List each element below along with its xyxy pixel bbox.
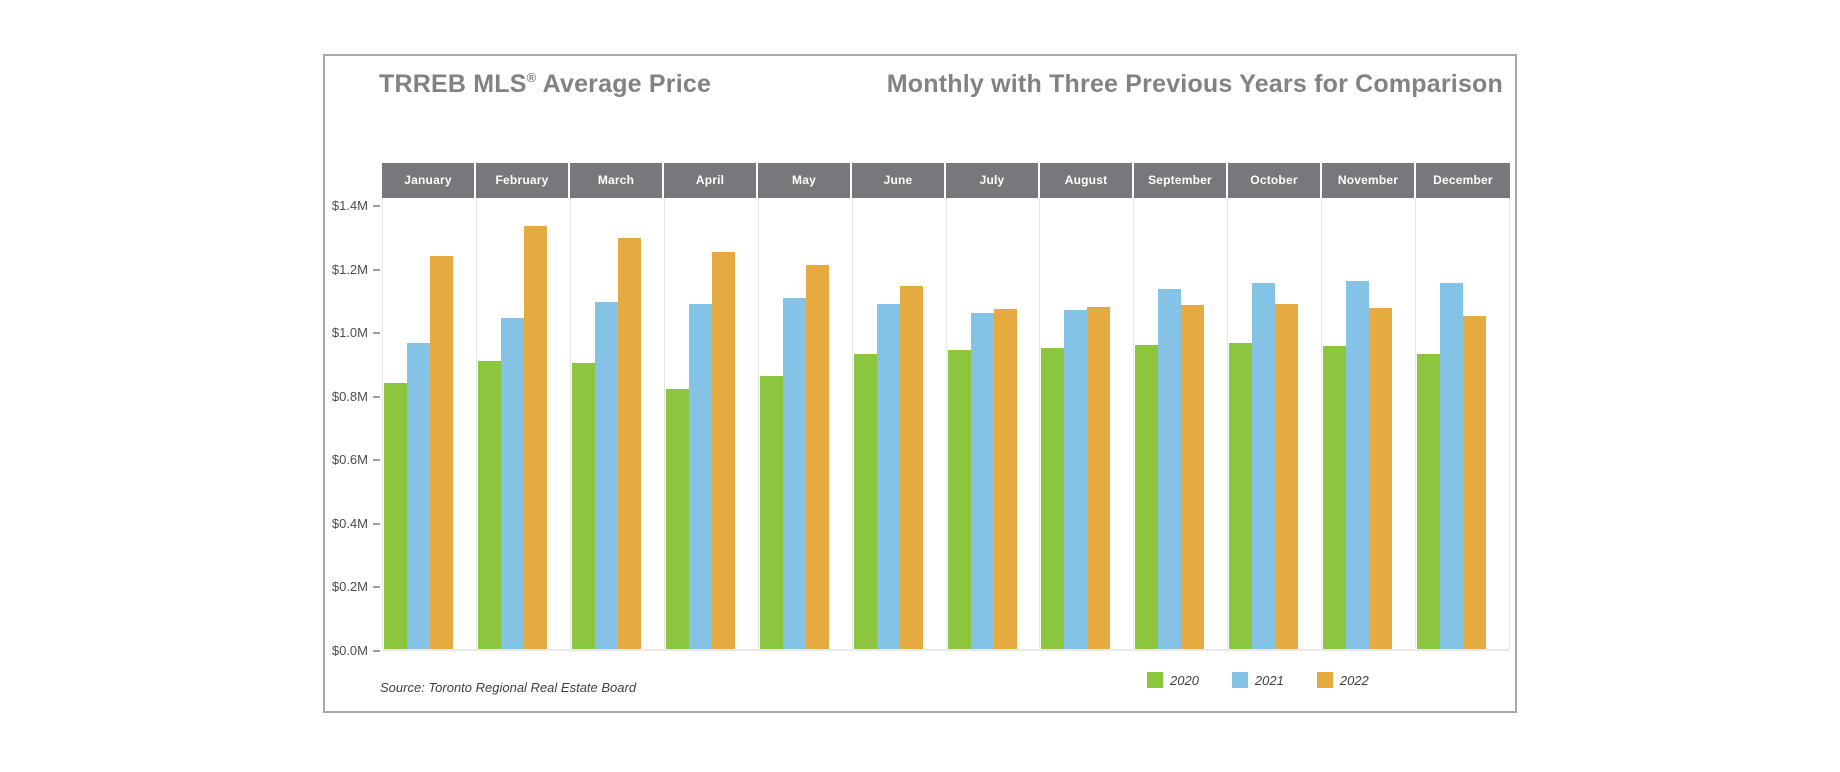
month-header-october: October [1228, 163, 1322, 198]
bar-2022-april [711, 252, 735, 649]
bar-2020-june [853, 354, 877, 649]
y-tick-mark [373, 395, 380, 398]
y-tick-mark [373, 204, 380, 207]
bar-group-august [1040, 198, 1135, 649]
bar-2022-october [1275, 304, 1299, 649]
bar-group-march [570, 198, 665, 649]
month-header-may: May [758, 163, 852, 198]
bar-group-september [1134, 198, 1229, 649]
bar-2021-october [1252, 283, 1276, 649]
y-tick-mark [373, 459, 380, 462]
y-tick-mark [373, 332, 380, 335]
bar-2022-may [805, 265, 829, 649]
month-header-september: September [1134, 163, 1228, 198]
bar-2022-march [617, 237, 641, 649]
legend-swatch-2021 [1231, 672, 1248, 688]
chart-title: TRREB MLS® Average Price [379, 70, 711, 99]
bar-2020-february [477, 361, 501, 649]
chart-card: TRREB MLS® Average Price Monthly with Th… [323, 54, 1517, 713]
bar-2020-november [1323, 346, 1347, 649]
bar-2021-june [876, 304, 900, 649]
bar-group-february [476, 198, 571, 649]
bar-2022-july [993, 308, 1017, 649]
month-header-january: January [382, 163, 476, 198]
bar-2021-march [594, 301, 618, 649]
bar-2022-september [1181, 304, 1205, 649]
legend-label-2021: 2021 [1254, 672, 1284, 688]
bar-2020-april [665, 389, 689, 649]
y-tick-label-0.2: $0.2M [331, 579, 368, 595]
bar-2020-january [384, 383, 407, 649]
bar-2021-january [407, 342, 430, 649]
bar-2021-april [688, 303, 712, 649]
legend-label-2020: 2020 [1170, 672, 1199, 688]
bar-2021-december [1440, 282, 1464, 649]
month-header-june: June [852, 163, 946, 198]
month-header-march: March [570, 163, 664, 198]
bar-group-july [946, 198, 1041, 649]
y-tick-mark [373, 522, 380, 525]
legend: 2020 2021 2022 [1147, 672, 1402, 688]
y-tick-label-0.6: $0.6M [331, 452, 368, 468]
bar-group-april [664, 198, 759, 649]
bar-2020-december [1417, 354, 1441, 649]
bar-2022-february [523, 226, 547, 649]
source-note: Source: Toronto Regional Real Estate Boa… [380, 680, 637, 695]
bar-2020-august [1041, 348, 1065, 649]
bar-2022-january [430, 255, 453, 649]
bar-2021-november [1346, 280, 1370, 649]
bar-group-june [852, 198, 947, 649]
bar-columns [382, 198, 1511, 651]
registered-trademark-symbol: ® [526, 69, 537, 85]
bar-group-december [1416, 198, 1511, 649]
y-tick-mark [373, 650, 380, 652]
bar-group-january [383, 198, 477, 649]
legend-swatch-2020 [1147, 672, 1163, 688]
chart-subtitle: Monthly with Three Previous Years for Co… [886, 70, 1503, 98]
bar-2022-june [899, 286, 923, 649]
y-tick-label-1: $1.0M [331, 325, 368, 341]
y-tick-label-0.4: $0.4M [331, 515, 368, 531]
bar-2020-september [1135, 344, 1159, 649]
y-tick-label-1.2: $1.2M [331, 261, 368, 277]
bar-2022-november [1369, 307, 1393, 649]
bar-2021-february [500, 318, 524, 649]
month-header-december: December [1416, 163, 1510, 198]
bar-2021-july [970, 312, 994, 649]
y-tick-label-1.4: $1.4M [331, 197, 368, 213]
chart-title-main: TRREB MLS [379, 70, 527, 98]
y-tick-label-0: $0.0M [331, 643, 368, 658]
bar-2021-may [782, 298, 806, 649]
bar-2021-august [1064, 310, 1088, 649]
bar-2020-march [571, 363, 595, 649]
bar-group-may [758, 198, 853, 649]
y-tick-mark [373, 586, 380, 589]
bar-2020-october [1229, 342, 1253, 649]
y-tick-mark [373, 268, 380, 271]
plot-area: January February March April May June July Augu… [382, 163, 1511, 651]
bar-2020-may [759, 375, 783, 649]
bar-2022-december [1463, 316, 1487, 649]
month-header-august: August [1040, 163, 1134, 198]
bar-group-november [1322, 198, 1417, 649]
bar-2020-july [947, 350, 971, 649]
bar-group-october [1228, 198, 1323, 649]
chart-title-rest: Average Price [536, 70, 712, 98]
legend-swatch-2022 [1316, 672, 1333, 688]
month-header-february: February [476, 163, 570, 198]
month-header-row: January February March April May June July Augu… [382, 163, 1510, 198]
y-tick-label-0.8: $0.8M [331, 388, 368, 404]
month-header-april: April [664, 163, 758, 198]
bar-2021-september [1158, 289, 1182, 649]
legend-label-2022: 2022 [1339, 672, 1369, 688]
month-header-july: July [946, 163, 1040, 198]
y-axis: $0.0M $0.2M $0.4M $0.6M $0.8M $1.0M $1.2M $1.4M [325, 197, 382, 658]
month-header-november: November [1322, 163, 1416, 198]
bar-2022-august [1087, 307, 1111, 649]
